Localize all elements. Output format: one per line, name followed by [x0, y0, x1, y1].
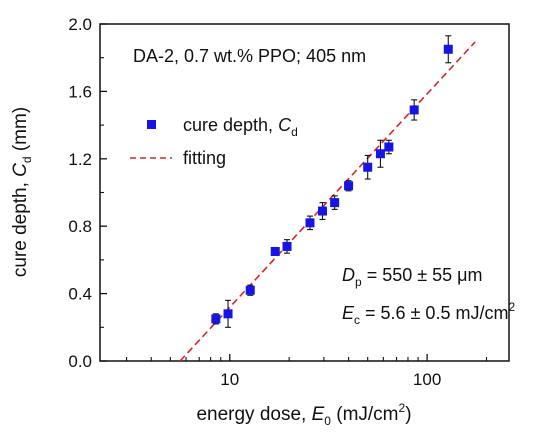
data-point [270, 246, 280, 256]
y-tick-label: 0.4 [68, 285, 92, 304]
y-tick-label: 2.0 [68, 15, 92, 34]
point-marker [384, 142, 394, 152]
data-point [305, 215, 315, 231]
data-point [223, 299, 233, 328]
legend-marker [147, 120, 156, 129]
point-marker [223, 309, 233, 319]
point-marker [409, 105, 419, 115]
fit-layer [179, 41, 476, 362]
data-point [443, 35, 453, 64]
fit-line [179, 41, 476, 362]
fit-dp: Dp = 550 ± 55 μm [342, 265, 483, 289]
point-marker [317, 206, 327, 216]
x-axis-title: energy dose, E0 (mJ/cm2) [196, 401, 411, 428]
point-marker [211, 314, 221, 324]
data-point [375, 139, 385, 168]
point-marker [270, 246, 280, 256]
data-point [409, 99, 419, 121]
data-point [245, 284, 255, 296]
point-marker [363, 162, 373, 172]
y-axis-title: cure depth, Cd (mm) [10, 107, 34, 277]
y-axis: 0.0 0.4 0.8 1.2 1.6 2.0 [68, 15, 107, 371]
data-point [344, 180, 354, 192]
y-tick-label: 0.0 [68, 352, 92, 371]
data-point [363, 154, 373, 180]
fit-ec: Ec = 5.6 ± 0.5 mJ/cm2 [342, 300, 515, 327]
point-marker [344, 181, 354, 191]
annotation-top: DA-2, 0.7 wt.% PPO; 405 nm [133, 46, 366, 66]
point-marker [305, 218, 315, 228]
y-tick-label: 1.6 [68, 82, 92, 101]
point-marker [282, 241, 292, 251]
data-points [211, 35, 453, 328]
point-marker [245, 285, 255, 295]
point-marker [443, 44, 453, 54]
legend-label-fitting: fitting [183, 148, 226, 168]
point-marker [330, 198, 340, 208]
data-point [384, 139, 394, 155]
y-tick-label: 1.2 [68, 150, 92, 169]
data-point [282, 239, 292, 254]
x-tick-label: 100 [413, 370, 441, 389]
data-point [330, 195, 340, 210]
legend: cure depth, Cd fitting [130, 115, 298, 168]
x-tick-label: 10 [220, 370, 239, 389]
data-point [317, 202, 327, 221]
x-axis: 10 100 [126, 354, 488, 389]
legend-label-cure-depth: cure depth, Cd [183, 115, 298, 139]
point-marker [375, 149, 385, 159]
y-tick-label: 0.8 [68, 217, 92, 236]
data-point [211, 313, 221, 325]
